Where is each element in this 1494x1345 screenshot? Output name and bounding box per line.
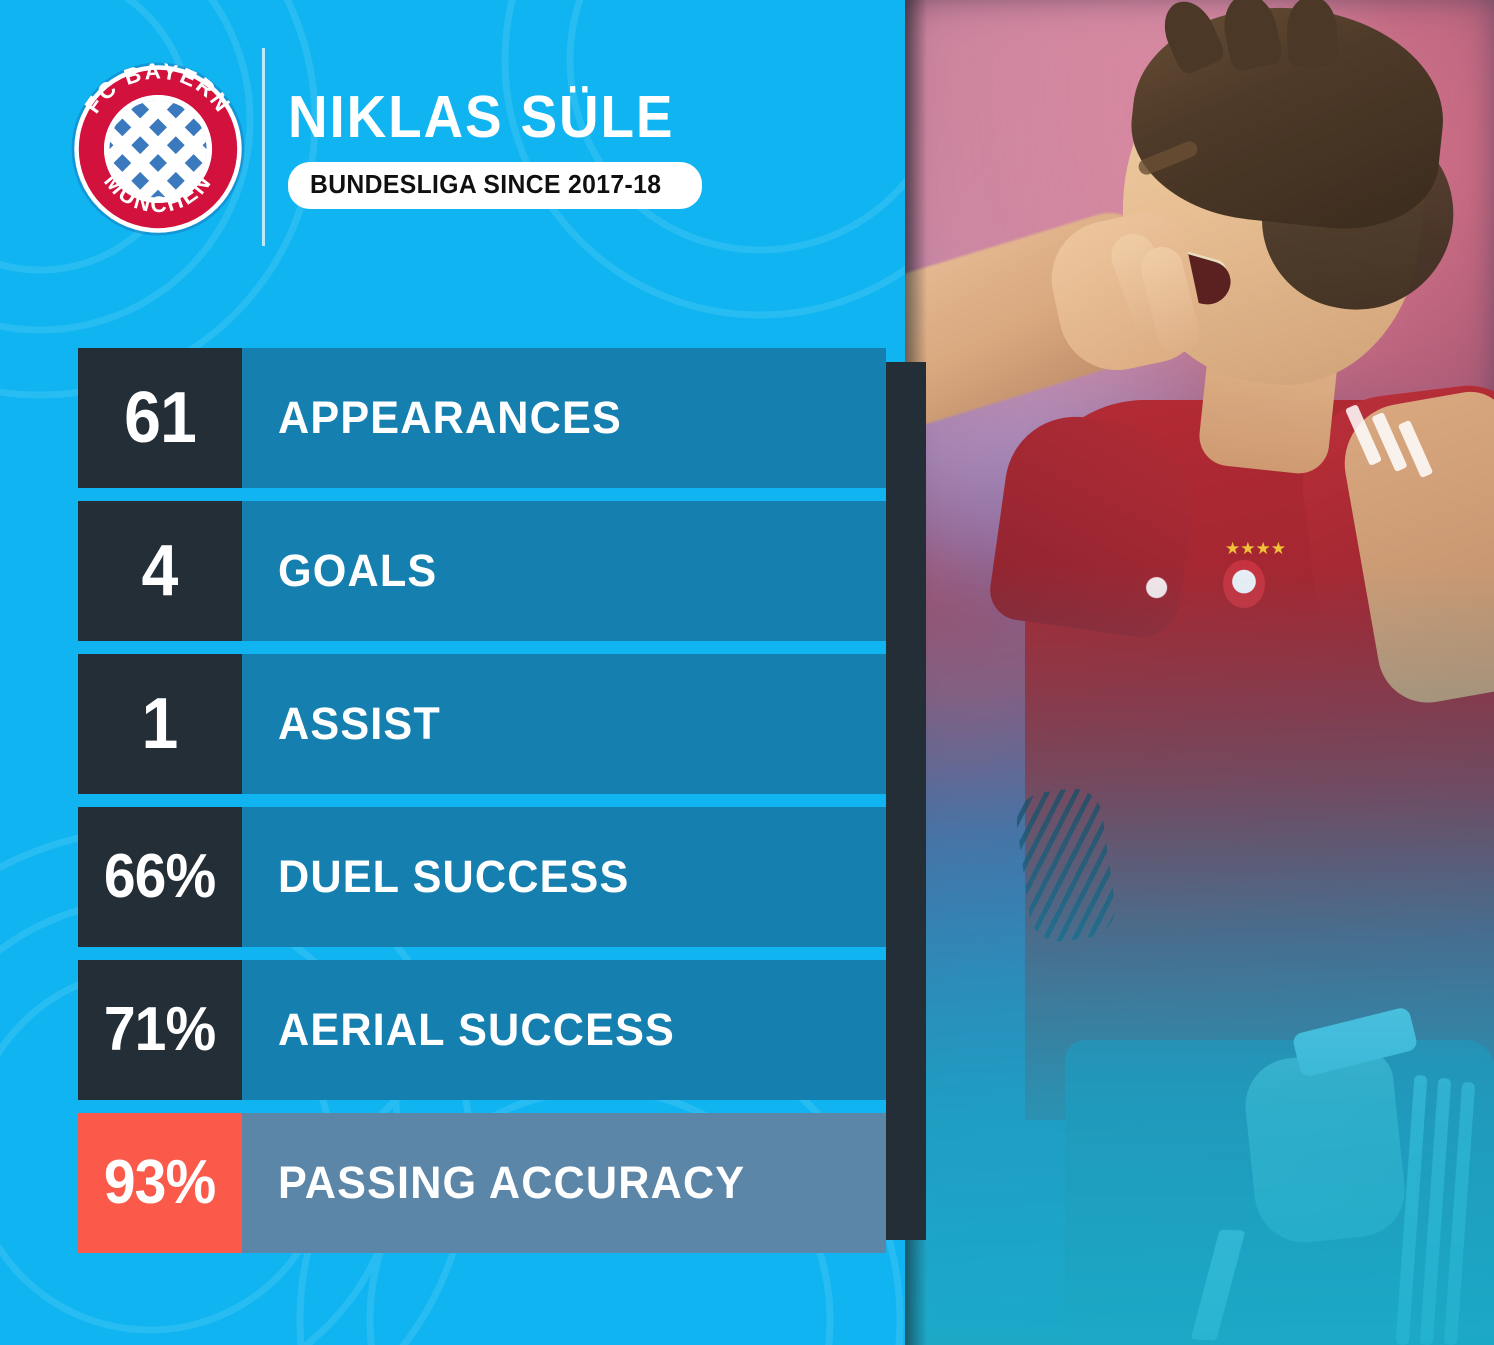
stat-row: 1 ASSIST <box>78 654 886 794</box>
stat-value: 61 <box>124 378 197 458</box>
fc-bayern-crest-icon: FC BAYERN MÜNCHEN <box>71 58 245 236</box>
stat-label: AERIAL SUCCESS <box>278 1004 676 1055</box>
stat-label: APPEARANCES <box>278 392 622 443</box>
stats-panel-shadow-bar <box>886 362 926 1240</box>
stat-label-cell: ASSIST <box>242 654 886 794</box>
stat-value: 93% <box>104 1148 216 1217</box>
stat-value-box: 71% <box>78 960 242 1100</box>
stat-value-box: 93% <box>78 1113 242 1253</box>
stat-row: 4 GOALS <box>78 501 886 641</box>
title-block: NIKLAS SÜLE BUNDESLIGA SINCE 2017-18 <box>288 88 888 209</box>
subtitle-text: BUNDESLIGA SINCE 2017-18 <box>310 169 662 199</box>
stat-value: 1 <box>142 684 179 764</box>
photo-teal-tint-overlay <box>905 0 1494 1345</box>
stat-label: PASSING ACCURACY <box>278 1157 746 1208</box>
stat-label-cell: PASSING ACCURACY <box>242 1113 886 1253</box>
stat-label-cell: AERIAL SUCCESS <box>242 960 886 1100</box>
header: FC BAYERN MÜNCHEN NIKLAS SÜLE BUNDESLIGA… <box>0 0 905 330</box>
page-title: NIKLAS SÜLE <box>288 84 675 150</box>
stat-row: 93% PASSING ACCURACY <box>78 1113 886 1253</box>
stat-value-box: 61 <box>78 348 242 488</box>
stat-label: DUEL SUCCESS <box>278 851 630 902</box>
stat-label: ASSIST <box>278 698 441 749</box>
stat-value: 66% <box>104 842 216 911</box>
stat-label-cell: DUEL SUCCESS <box>242 807 886 947</box>
player-photo: ★★★★ <box>905 0 1494 1345</box>
stat-value-box: 66% <box>78 807 242 947</box>
stat-row: 71% AERIAL SUCCESS <box>78 960 886 1100</box>
stat-value: 4 <box>142 531 179 611</box>
stat-label-cell: GOALS <box>242 501 886 641</box>
stat-value: 71% <box>104 995 216 1064</box>
stat-label: GOALS <box>278 545 438 596</box>
stat-row: 66% DUEL SUCCESS <box>78 807 886 947</box>
header-divider <box>262 48 265 246</box>
stat-row: 61 APPEARANCES <box>78 348 886 488</box>
stat-value-box: 4 <box>78 501 242 641</box>
stat-value-box: 1 <box>78 654 242 794</box>
stats-panel: 61 APPEARANCES 4 GOALS 1 ASSIST 66% DUEL SUCCES… <box>78 348 886 1253</box>
stat-label-cell: APPEARANCES <box>242 348 886 488</box>
subtitle-pill: BUNDESLIGA SINCE 2017-18 <box>288 162 702 209</box>
